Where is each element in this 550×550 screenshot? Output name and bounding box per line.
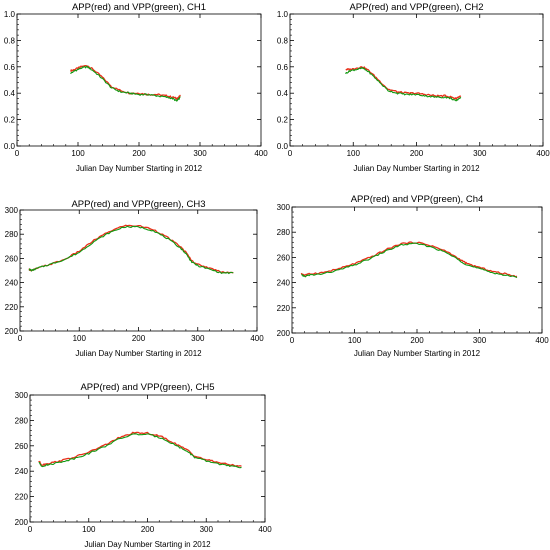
y-tick-label: 240 [15, 467, 29, 476]
x-axis-label: Julian Day Number Starting in 2012 [353, 164, 480, 173]
chart-panel-2: APP(red) and VPP(green), CH2 0 100 200 300 40… [277, 2, 550, 173]
series-line-vpp-green [28, 225, 234, 275]
x-tick-label: 100 [73, 334, 87, 343]
y-tick-label: 0.0 [4, 142, 16, 151]
y-tick-label: 300 [5, 206, 19, 215]
x-tick-label: 300 [473, 336, 487, 345]
x-tick-label: 300 [193, 149, 207, 158]
x-axis-label: Julian Day Number Starting in 2012 [76, 164, 203, 173]
plot-frame [19, 209, 258, 332]
y-tick-label: 280 [15, 416, 29, 425]
x-tick-label: 100 [347, 149, 361, 158]
x-tick-label: 200 [132, 149, 146, 158]
y-tick-label: 300 [15, 391, 29, 400]
y-tick-label: 220 [5, 303, 19, 312]
y-tick-label: 220 [15, 493, 29, 502]
x-tick-label: 300 [473, 149, 487, 158]
x-tick-label: 400 [258, 525, 272, 534]
plot-frame [289, 13, 544, 147]
plot-frame [16, 13, 262, 147]
y-tick-label: 280 [5, 230, 19, 239]
y-tick-label: 0.6 [277, 63, 289, 72]
y-tick-label: 260 [5, 254, 19, 263]
x-tick-label: 300 [200, 525, 214, 534]
y-tick-label: 260 [15, 442, 29, 451]
chart-title: APP(red) and VPP(green), CH2 [349, 2, 483, 13]
x-tick-label: 0 [288, 149, 293, 158]
chart-title: APP(red) and VPP(green), CH5 [80, 382, 214, 393]
y-tick-label: 280 [277, 228, 291, 237]
chart-title: APP(red) and VPP(green), CH1 [72, 2, 206, 13]
x-tick-label: 400 [535, 336, 549, 345]
series-line-app-red [300, 241, 518, 278]
series-line-app-red [38, 431, 242, 467]
y-tick-label: 200 [15, 518, 29, 527]
x-tick-label: 200 [141, 525, 155, 534]
x-tick-label: 300 [191, 334, 205, 343]
series-line-app-red [28, 224, 234, 274]
chart-panel-4: APP(red) and VPP(green), Ch4 0 100 200 300 40… [277, 194, 550, 358]
chart-panel-5: APP(red) and VPP(green), CH5 0 100 200 300 40… [15, 382, 273, 549]
x-tick-label: 0 [28, 525, 33, 534]
x-tick-label: 0 [18, 334, 23, 343]
y-tick-label: 200 [277, 329, 291, 338]
y-tick-label: 0.8 [4, 36, 16, 45]
y-tick-label: 0.2 [277, 116, 289, 125]
y-tick-label: 220 [277, 304, 291, 313]
y-tick-label: 0.8 [277, 36, 289, 45]
y-tick-label: 0.4 [4, 89, 16, 98]
chart-panel-1: APP(red) and VPP(green), CH1 0 100 200 300 40… [4, 2, 268, 173]
y-tick-label: 200 [5, 327, 19, 336]
y-tick-label: 0.4 [277, 89, 289, 98]
y-tick-label: 260 [277, 253, 291, 262]
x-tick-label: 200 [132, 334, 146, 343]
y-tick-label: 1.0 [277, 10, 289, 19]
chart-panel-3: APP(red) and VPP(green), CH3 0 100 200 300 40… [5, 199, 265, 358]
x-axis-label: Julian Day Number Starting in 2012 [84, 540, 211, 549]
x-tick-label: 100 [82, 525, 96, 534]
x-tick-label: 100 [348, 336, 362, 345]
chart-title: APP(red) and VPP(green), Ch4 [351, 194, 484, 205]
x-axis-label: Julian Day Number Starting in 2012 [75, 349, 202, 358]
x-tick-label: 400 [250, 334, 264, 343]
y-tick-label: 240 [277, 279, 291, 288]
series-line-vpp-green [38, 433, 242, 469]
y-tick-label: 240 [5, 279, 19, 288]
x-tick-label: 200 [410, 336, 424, 345]
y-tick-label: 0.0 [277, 142, 289, 151]
x-tick-label: 200 [410, 149, 424, 158]
x-tick-label: 100 [71, 149, 85, 158]
y-tick-label: 0.2 [4, 116, 16, 125]
x-tick-label: 0 [15, 149, 20, 158]
series-line-vpp-green [70, 65, 181, 102]
y-tick-label: 0.6 [4, 63, 16, 72]
x-tick-label: 0 [290, 336, 295, 345]
chart-title: APP(red) and VPP(green), CH3 [71, 199, 205, 210]
series-line-app-red [70, 64, 181, 100]
x-tick-label: 400 [536, 149, 550, 158]
y-tick-label: 300 [277, 203, 291, 212]
series-line-vpp-green [301, 242, 518, 279]
x-tick-label: 400 [254, 149, 268, 158]
y-tick-label: 1.0 [4, 10, 16, 19]
series-line-vpp-green [345, 67, 462, 102]
plot-frame [291, 206, 543, 334]
x-axis-label: Julian Day Number Starting in 2012 [354, 349, 481, 358]
